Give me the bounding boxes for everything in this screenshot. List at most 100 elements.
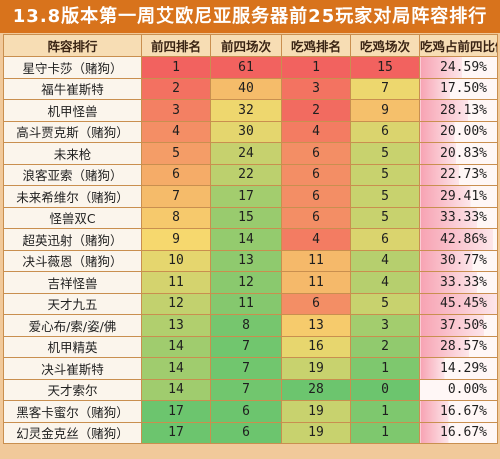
top4-games-cell[interactable]: 61 xyxy=(210,56,282,79)
lineup-name-cell[interactable]: 怪兽双C xyxy=(3,206,142,229)
win-rank-cell[interactable]: 19 xyxy=(281,357,351,380)
win-rank-cell[interactable]: 6 xyxy=(281,142,351,165)
win-ratio-cell[interactable]: 33.33% xyxy=(419,271,498,294)
win-ratio-cell[interactable]: 42.86% xyxy=(419,228,498,251)
win-ratio-cell[interactable]: 0.00% xyxy=(419,378,498,401)
lineup-name-cell[interactable]: 黑客卡蜜尔（赌狗） xyxy=(3,400,142,423)
win-rank-cell[interactable]: 11 xyxy=(281,271,351,294)
header-win-rank[interactable]: 吃鸡排名 xyxy=(281,34,351,57)
win-games-cell[interactable]: 5 xyxy=(350,292,420,315)
lineup-name-cell[interactable]: 未来枪 xyxy=(3,142,142,165)
top4-games-cell[interactable]: 7 xyxy=(210,378,282,401)
top4-games-cell[interactable]: 24 xyxy=(210,142,282,165)
top4-games-cell[interactable]: 32 xyxy=(210,99,282,122)
win-games-cell[interactable]: 5 xyxy=(350,206,420,229)
top4-games-cell[interactable]: 30 xyxy=(210,120,282,143)
top4-rank-cell[interactable]: 17 xyxy=(141,421,211,444)
lineup-name-cell[interactable]: 吉祥怪兽 xyxy=(3,271,142,294)
win-games-cell[interactable]: 4 xyxy=(350,271,420,294)
top4-games-cell[interactable]: 14 xyxy=(210,228,282,251)
win-rank-cell[interactable]: 13 xyxy=(281,314,351,337)
win-ratio-cell[interactable]: 45.45% xyxy=(419,292,498,315)
top4-games-cell[interactable]: 7 xyxy=(210,335,282,358)
win-ratio-cell[interactable]: 20.00% xyxy=(419,120,498,143)
win-ratio-cell[interactable]: 28.13% xyxy=(419,99,498,122)
lineup-name-cell[interactable]: 爱心布/索/姿/佛 xyxy=(3,314,142,337)
win-games-cell[interactable]: 5 xyxy=(350,142,420,165)
win-ratio-cell[interactable]: 17.50% xyxy=(419,77,498,100)
lineup-name-cell[interactable]: 机甲怪兽 xyxy=(3,99,142,122)
top4-rank-cell[interactable]: 17 xyxy=(141,400,211,423)
win-ratio-cell[interactable]: 14.29% xyxy=(419,357,498,380)
top4-games-cell[interactable]: 7 xyxy=(210,357,282,380)
lineup-name-cell[interactable]: 高斗贾克斯（赌狗） xyxy=(3,120,142,143)
win-ratio-cell[interactable]: 24.59% xyxy=(419,56,498,79)
win-rank-cell[interactable]: 2 xyxy=(281,99,351,122)
lineup-name-cell[interactable]: 浪客亚索（赌狗） xyxy=(3,163,142,186)
top4-rank-cell[interactable]: 14 xyxy=(141,378,211,401)
win-games-cell[interactable]: 1 xyxy=(350,357,420,380)
top4-rank-cell[interactable]: 1 xyxy=(141,56,211,79)
top4-games-cell[interactable]: 12 xyxy=(210,271,282,294)
top4-rank-cell[interactable]: 13 xyxy=(141,314,211,337)
top4-rank-cell[interactable]: 5 xyxy=(141,142,211,165)
header-win-games[interactable]: 吃鸡场次 xyxy=(350,34,420,57)
top4-rank-cell[interactable]: 9 xyxy=(141,228,211,251)
win-rank-cell[interactable]: 1 xyxy=(281,56,351,79)
win-ratio-cell[interactable]: 22.73% xyxy=(419,163,498,186)
win-games-cell[interactable]: 7 xyxy=(350,77,420,100)
win-games-cell[interactable]: 6 xyxy=(350,120,420,143)
win-ratio-cell[interactable]: 30.77% xyxy=(419,249,498,272)
top4-games-cell[interactable]: 40 xyxy=(210,77,282,100)
win-rank-cell[interactable]: 6 xyxy=(281,292,351,315)
top4-rank-cell[interactable]: 14 xyxy=(141,335,211,358)
lineup-name-cell[interactable]: 决斗薇恩（赌狗） xyxy=(3,249,142,272)
win-games-cell[interactable]: 1 xyxy=(350,400,420,423)
top4-rank-cell[interactable]: 2 xyxy=(141,77,211,100)
top4-rank-cell[interactable]: 6 xyxy=(141,163,211,186)
header-win-ratio[interactable]: 吃鸡占前四比例 xyxy=(419,34,498,57)
lineup-name-cell[interactable]: 幻灵金克丝（赌狗） xyxy=(3,421,142,444)
win-rank-cell[interactable]: 4 xyxy=(281,120,351,143)
top4-games-cell[interactable]: 15 xyxy=(210,206,282,229)
win-games-cell[interactable]: 4 xyxy=(350,249,420,272)
win-ratio-cell[interactable]: 29.41% xyxy=(419,185,498,208)
win-rank-cell[interactable]: 28 xyxy=(281,378,351,401)
top4-games-cell[interactable]: 8 xyxy=(210,314,282,337)
win-games-cell[interactable]: 0 xyxy=(350,378,420,401)
lineup-name-cell[interactable]: 超英迅射（赌狗） xyxy=(3,228,142,251)
top4-games-cell[interactable]: 13 xyxy=(210,249,282,272)
top4-rank-cell[interactable]: 11 xyxy=(141,271,211,294)
win-ratio-cell[interactable]: 28.57% xyxy=(419,335,498,358)
lineup-name-cell[interactable]: 福牛崔斯特 xyxy=(3,77,142,100)
win-games-cell[interactable]: 6 xyxy=(350,228,420,251)
win-games-cell[interactable]: 2 xyxy=(350,335,420,358)
win-games-cell[interactable]: 15 xyxy=(350,56,420,79)
header-lineup[interactable]: 阵容排行 xyxy=(3,34,142,57)
win-rank-cell[interactable]: 11 xyxy=(281,249,351,272)
win-games-cell[interactable]: 3 xyxy=(350,314,420,337)
win-ratio-cell[interactable]: 33.33% xyxy=(419,206,498,229)
top4-rank-cell[interactable]: 3 xyxy=(141,99,211,122)
win-rank-cell[interactable]: 3 xyxy=(281,77,351,100)
win-games-cell[interactable]: 5 xyxy=(350,163,420,186)
win-rank-cell[interactable]: 19 xyxy=(281,400,351,423)
lineup-name-cell[interactable]: 星守卡莎（赌狗） xyxy=(3,56,142,79)
lineup-name-cell[interactable]: 机甲精英 xyxy=(3,335,142,358)
win-games-cell[interactable]: 1 xyxy=(350,421,420,444)
top4-rank-cell[interactable]: 7 xyxy=(141,185,211,208)
top4-games-cell[interactable]: 6 xyxy=(210,400,282,423)
header-top4-games[interactable]: 前四场次 xyxy=(210,34,282,57)
top4-games-cell[interactable]: 6 xyxy=(210,421,282,444)
win-rank-cell[interactable]: 6 xyxy=(281,185,351,208)
top4-rank-cell[interactable]: 4 xyxy=(141,120,211,143)
win-rank-cell[interactable]: 19 xyxy=(281,421,351,444)
win-games-cell[interactable]: 5 xyxy=(350,185,420,208)
win-rank-cell[interactable]: 16 xyxy=(281,335,351,358)
lineup-name-cell[interactable]: 天才九五 xyxy=(3,292,142,315)
top4-games-cell[interactable]: 22 xyxy=(210,163,282,186)
top4-games-cell[interactable]: 11 xyxy=(210,292,282,315)
win-ratio-cell[interactable]: 37.50% xyxy=(419,314,498,337)
win-ratio-cell[interactable]: 16.67% xyxy=(419,400,498,423)
lineup-name-cell[interactable]: 决斗崔斯特 xyxy=(3,357,142,380)
